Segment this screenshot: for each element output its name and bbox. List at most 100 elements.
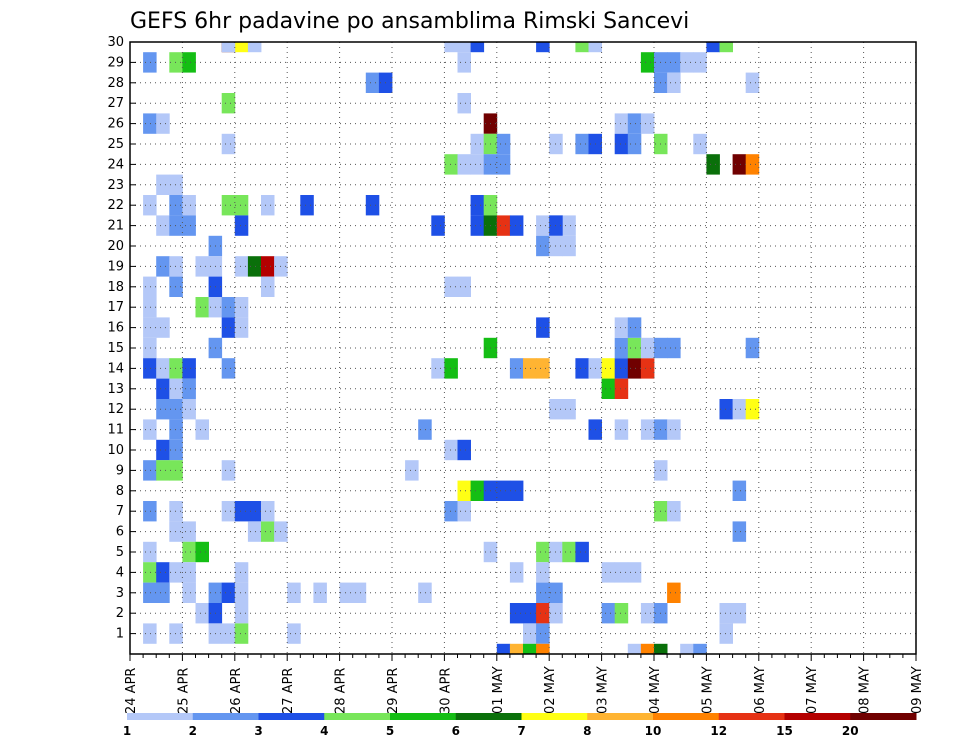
colorbar-swatch bbox=[850, 713, 917, 720]
heatmap-cell bbox=[457, 480, 471, 501]
heatmap-cell bbox=[509, 358, 524, 379]
heatmap-cell bbox=[667, 52, 681, 73]
heatmap-cell bbox=[143, 501, 157, 522]
heatmap-cell bbox=[182, 582, 196, 603]
heatmap-cell bbox=[234, 562, 249, 583]
heatmap-cell bbox=[234, 297, 249, 318]
heatmap-cell bbox=[614, 562, 629, 583]
y-tick-label: 7 bbox=[116, 504, 124, 519]
heatmap-cell bbox=[667, 72, 681, 93]
colorbar-swatch bbox=[587, 713, 654, 720]
colorbar-swatch bbox=[718, 713, 785, 720]
heatmap-cell bbox=[169, 623, 183, 644]
heatmap-cell bbox=[143, 195, 157, 216]
heatmap-cell bbox=[536, 582, 550, 603]
colorbar-swatch bbox=[324, 713, 391, 720]
heatmap-cell bbox=[287, 582, 301, 603]
heatmap-cell bbox=[182, 378, 196, 399]
heatmap-cell bbox=[536, 562, 550, 583]
heatmap-cell bbox=[470, 215, 485, 236]
colorbar-tick-label: 8 bbox=[583, 724, 591, 738]
y-tick-label: 22 bbox=[107, 198, 124, 213]
heatmap-cell bbox=[169, 256, 183, 277]
heatmap-cell bbox=[667, 582, 681, 603]
colorbar-swatch bbox=[521, 713, 588, 720]
heatmap-cell bbox=[457, 154, 471, 175]
heatmap-cell bbox=[234, 256, 249, 277]
y-tick-label: 29 bbox=[107, 55, 124, 70]
heatmap-cell bbox=[627, 337, 642, 359]
y-tick-label: 26 bbox=[107, 117, 124, 132]
heatmap-cell bbox=[169, 378, 183, 399]
heatmap-cell bbox=[418, 582, 432, 603]
heatmap-cell bbox=[667, 501, 681, 522]
y-tick-label: 16 bbox=[107, 321, 124, 336]
y-tick-label: 4 bbox=[116, 565, 124, 580]
x-tick-label: 02 MAY bbox=[543, 666, 558, 714]
heatmap-cell bbox=[365, 72, 380, 93]
x-tick-label: 09 MAY bbox=[910, 666, 925, 714]
heatmap-cell bbox=[601, 358, 616, 379]
heatmap-cell bbox=[365, 195, 380, 216]
heatmap-cell bbox=[575, 133, 589, 155]
colorbar-tick-label: 20 bbox=[842, 724, 859, 738]
heatmap-cell bbox=[182, 541, 196, 563]
heatmap-cell bbox=[667, 419, 681, 440]
heatmap-cell bbox=[523, 643, 537, 654]
heatmap-cell bbox=[169, 419, 183, 440]
heatmap-cell bbox=[588, 42, 602, 53]
heatmap-cell bbox=[745, 154, 760, 175]
heatmap-cell bbox=[614, 358, 629, 379]
y-tick-label: 8 bbox=[116, 484, 124, 499]
heatmap-cell bbox=[182, 215, 196, 236]
heatmap-cell bbox=[536, 358, 550, 379]
heatmap-cell bbox=[614, 113, 629, 134]
heatmap-cell bbox=[640, 337, 655, 359]
x-tick-label: 29 APR bbox=[386, 668, 401, 714]
y-tick-label: 24 bbox=[107, 157, 124, 172]
heatmap-cell bbox=[195, 419, 209, 440]
heatmap-cell bbox=[614, 603, 629, 624]
heatmap-cell bbox=[143, 419, 157, 440]
heatmap-cell bbox=[457, 42, 471, 53]
y-tick-label: 11 bbox=[107, 423, 124, 438]
x-tick-label: 04 MAY bbox=[648, 666, 663, 714]
heatmap-cell bbox=[182, 399, 196, 420]
y-tick-label: 18 bbox=[107, 280, 124, 295]
heatmap-cell bbox=[169, 174, 183, 195]
heatmap-cell bbox=[221, 317, 236, 338]
heatmap-cell bbox=[143, 541, 157, 563]
heatmap-cell bbox=[536, 623, 550, 644]
y-tick-label: 12 bbox=[107, 402, 124, 417]
heatmap-cell bbox=[601, 378, 616, 399]
y-tick-label: 13 bbox=[107, 382, 124, 397]
heatmap-cell bbox=[640, 419, 655, 440]
colorbar-tick-label: 15 bbox=[776, 724, 793, 738]
heatmap-cell bbox=[261, 195, 275, 216]
heatmap-cell bbox=[287, 623, 301, 644]
heatmap-cell bbox=[509, 603, 524, 624]
heatmap-cell bbox=[247, 42, 262, 53]
colorbar-swatch bbox=[455, 713, 522, 720]
heatmap-cell bbox=[169, 399, 183, 420]
y-tick-label: 19 bbox=[107, 259, 124, 274]
heatmap-cell bbox=[143, 113, 157, 134]
heatmap-cell bbox=[156, 174, 170, 195]
x-tick-label: 27 APR bbox=[281, 668, 296, 714]
heatmap-cell bbox=[261, 276, 275, 297]
heatmap-cell bbox=[706, 42, 720, 53]
heatmap-cell bbox=[234, 603, 249, 624]
heatmap-cell bbox=[640, 358, 655, 379]
x-tick-label: 01 MAY bbox=[491, 666, 506, 714]
heatmap-cell bbox=[234, 623, 249, 644]
heatmap-cell bbox=[444, 501, 458, 522]
heatmap-cell bbox=[300, 195, 314, 216]
x-tick-label: 08 MAY bbox=[858, 666, 873, 714]
heatmap-cell bbox=[221, 623, 236, 644]
heatmap-cell bbox=[614, 378, 629, 399]
heatmap-cell bbox=[221, 582, 236, 603]
heatmap-cell bbox=[509, 215, 524, 236]
colorbar-tick-label: 5 bbox=[386, 724, 394, 738]
heatmap-cell bbox=[221, 133, 236, 155]
heatmap-cell bbox=[143, 297, 157, 318]
